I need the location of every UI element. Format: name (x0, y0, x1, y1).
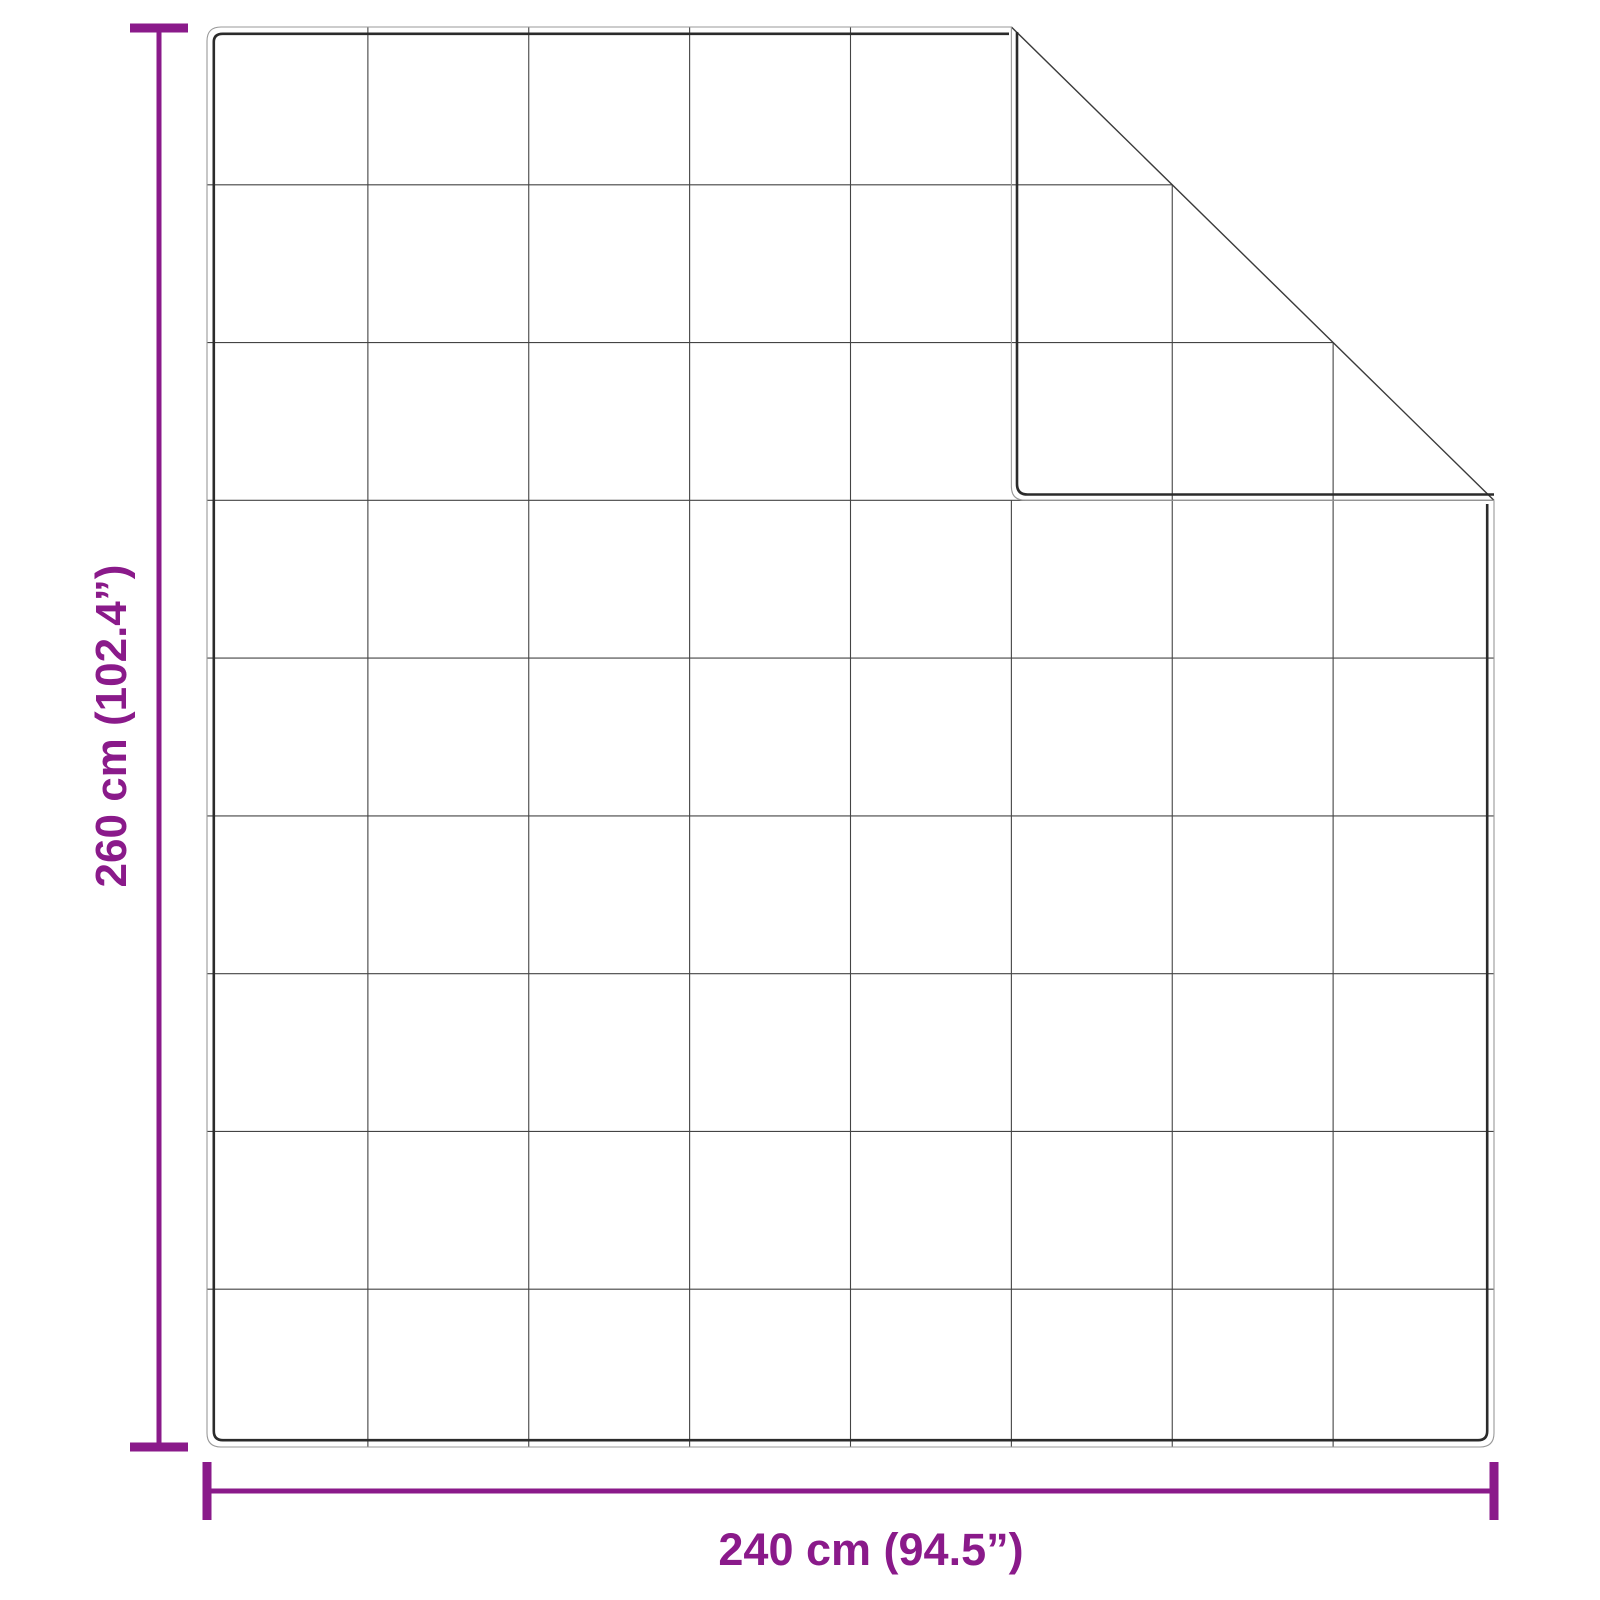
svg-text:260 cm (102.4”): 260 cm (102.4”) (87, 565, 136, 888)
svg-text:240 cm (94.5”): 240 cm (94.5”) (718, 1524, 1023, 1575)
